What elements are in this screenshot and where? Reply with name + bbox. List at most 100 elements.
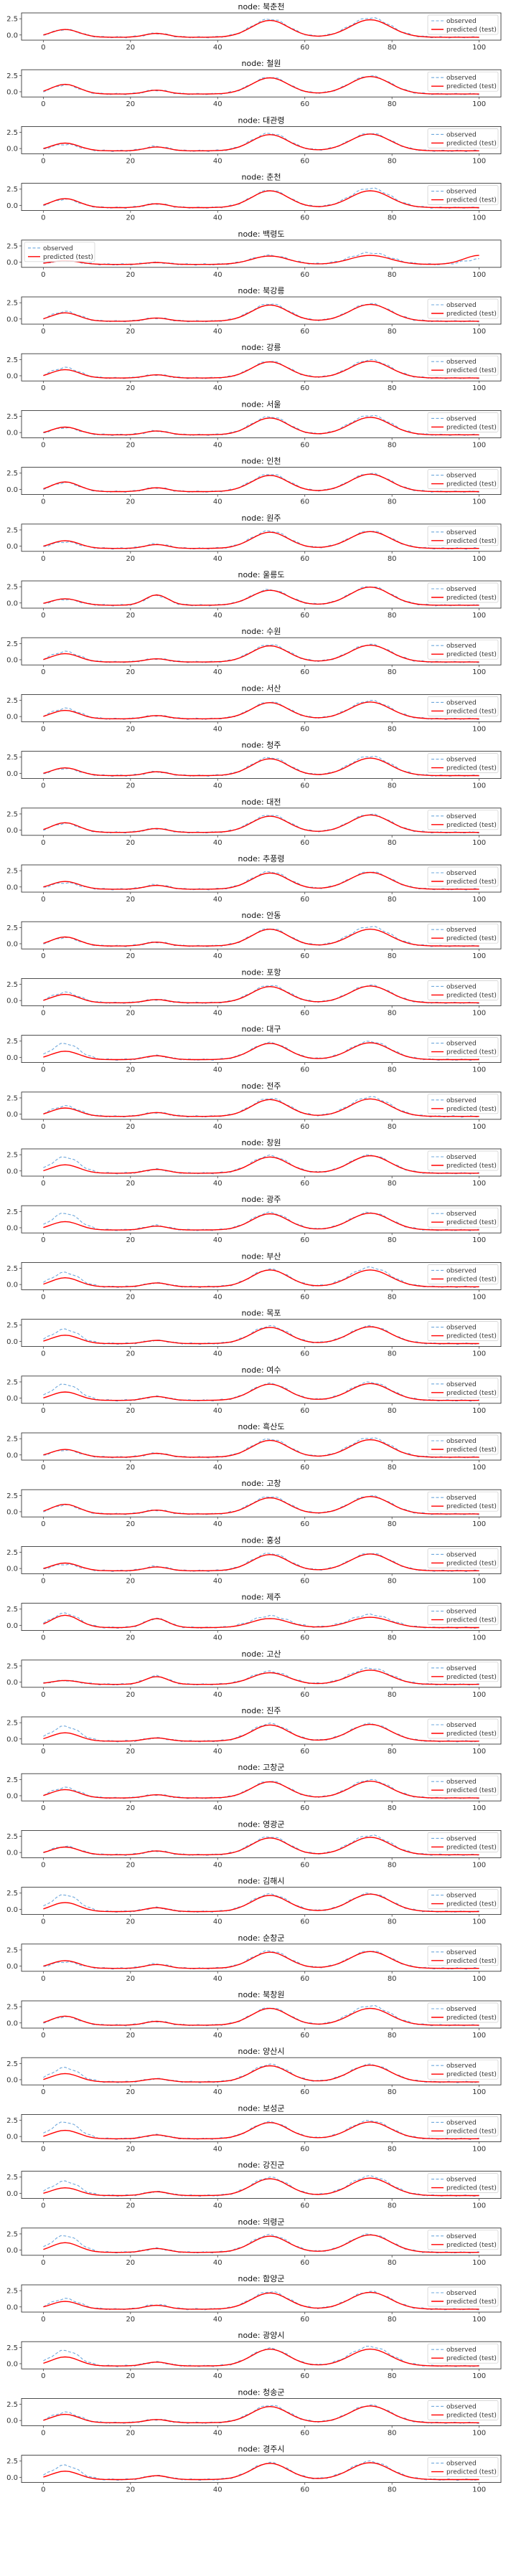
subplot-title: node: 제주 bbox=[242, 1593, 281, 1602]
axes-frame bbox=[21, 864, 502, 893]
x-tick-label: 40 bbox=[213, 1350, 222, 1358]
predicted-line bbox=[43, 360, 479, 379]
x-tick-label: 0 bbox=[41, 1634, 45, 1642]
subplot-title: node: 전주 bbox=[242, 1081, 281, 1091]
x-tick-label: 20 bbox=[126, 1918, 135, 1926]
x-tick-label: 40 bbox=[213, 44, 222, 52]
x-tick-label: 20 bbox=[126, 1520, 135, 1528]
x-tick-label: 0 bbox=[41, 1748, 45, 1756]
subplot-title: node: 안동 bbox=[242, 911, 281, 920]
axes-frame bbox=[21, 2000, 502, 2029]
axes-frame bbox=[21, 1716, 502, 1745]
legend-box bbox=[427, 696, 499, 716]
x-tick-label: 80 bbox=[388, 1464, 397, 1472]
y-tick-label: 0.0 bbox=[6, 1338, 18, 1346]
axes-frame bbox=[21, 296, 502, 325]
x-tick-label: 0 bbox=[41, 668, 45, 676]
legend-box bbox=[427, 1378, 499, 1398]
axes-frame bbox=[21, 126, 502, 154]
legend-predicted-label: predicted (test) bbox=[446, 1333, 497, 1340]
legend-observed-label: observed bbox=[446, 131, 477, 138]
subplot-title: node: 철원 bbox=[242, 59, 281, 68]
x-tick-label: 60 bbox=[300, 1009, 309, 1017]
predicted-line bbox=[43, 757, 479, 777]
x-tick-label: 60 bbox=[300, 271, 309, 279]
x-tick-label: 20 bbox=[126, 214, 135, 222]
observed-line bbox=[43, 1266, 479, 1288]
x-tick-label: 0 bbox=[41, 1804, 45, 1812]
y-tick-label: 0.0 bbox=[6, 1906, 18, 1914]
x-tick-label: 60 bbox=[300, 2202, 309, 2210]
x-tick-label: 60 bbox=[300, 1464, 309, 1472]
x-tick-label: 20 bbox=[126, 2429, 135, 2437]
legend-observed-label: observed bbox=[446, 586, 477, 593]
subplot: node: 진주 0 20 40 60 80 100 0.0 2.5 observedpredic… bbox=[6, 1706, 502, 1756]
legend-predicted-label: predicted (test) bbox=[446, 1730, 497, 1738]
x-tick-label: 80 bbox=[388, 1066, 397, 1074]
y-tick-label: 2.5 bbox=[6, 1094, 18, 1102]
x-tick-label: 100 bbox=[472, 1123, 486, 1131]
observed-line bbox=[43, 2404, 479, 2424]
x-tick-label: 40 bbox=[213, 1975, 222, 1983]
legend-box bbox=[427, 185, 499, 205]
x-tick-label: 80 bbox=[388, 555, 397, 563]
x-tick-label: 80 bbox=[388, 2088, 397, 2096]
y-tick-label: 0.0 bbox=[6, 88, 18, 96]
legend-observed-label: observed bbox=[446, 2233, 477, 2240]
legend-predicted-label: predicted (test) bbox=[446, 1162, 497, 1170]
y-tick-label: 2.5 bbox=[6, 1833, 18, 1841]
x-tick-label: 60 bbox=[300, 441, 309, 449]
y-tick-label: 2.5 bbox=[6, 1378, 18, 1386]
axes-frame bbox=[21, 1432, 502, 1461]
subplot-title: node: 양산시 bbox=[238, 2047, 284, 2056]
observed-line bbox=[43, 1779, 479, 1799]
subplot-title: node: 보성군 bbox=[238, 2103, 284, 2113]
x-tick-label: 80 bbox=[388, 1861, 397, 1869]
y-tick-label: 2.5 bbox=[6, 697, 18, 705]
subplot: node: 여수 0 20 40 60 80 100 0.0 2.5 observed predic… bbox=[6, 1365, 502, 1415]
x-tick-label: 0 bbox=[41, 2032, 45, 2040]
subplot-title: node: 백령도 bbox=[238, 229, 284, 239]
x-tick-label: 100 bbox=[472, 612, 486, 620]
observed-line bbox=[43, 1041, 479, 1061]
x-tick-label: 40 bbox=[213, 1634, 222, 1642]
x-tick-label: 0 bbox=[41, 2202, 45, 2210]
y-tick-label: 2.5 bbox=[6, 1152, 18, 1160]
x-tick-label: 40 bbox=[213, 782, 222, 790]
y-tick-label: 0.0 bbox=[6, 1736, 18, 1743]
x-tick-label: 60 bbox=[300, 1520, 309, 1528]
legend-observed-label: observed bbox=[446, 529, 477, 536]
axes-frame bbox=[21, 808, 502, 836]
x-tick-label: 100 bbox=[472, 2145, 486, 2153]
observed-line bbox=[43, 2346, 479, 2367]
x-tick-label: 60 bbox=[300, 2088, 309, 2096]
axes-frame bbox=[21, 1829, 502, 1858]
x-tick-label: 60 bbox=[300, 555, 309, 563]
subplot-title: node: 순창군 bbox=[238, 1933, 284, 1943]
legend-observed-label: observed bbox=[446, 2290, 477, 2297]
subplot-title: node: 창원 bbox=[242, 1138, 281, 1147]
y-tick-label: 0.0 bbox=[6, 884, 18, 891]
y-tick-label: 2.5 bbox=[6, 2458, 18, 2466]
axes-frame bbox=[21, 1148, 502, 1177]
x-tick-label: 0 bbox=[41, 441, 45, 449]
x-tick-label: 100 bbox=[472, 2032, 486, 2040]
x-tick-label: 80 bbox=[388, 384, 397, 392]
subplot-title: node: 영광군 bbox=[238, 1819, 284, 1829]
predicted-line bbox=[43, 1614, 479, 1629]
predicted-line bbox=[43, 303, 479, 322]
y-tick-label: 0.0 bbox=[6, 2190, 18, 2198]
legend-observed-label: observed bbox=[446, 1551, 477, 1558]
y-tick-label: 2.5 bbox=[6, 1946, 18, 1954]
subplot-title: node: 광양시 bbox=[238, 2331, 284, 2340]
predicted-line bbox=[43, 75, 479, 95]
y-tick-label: 2.5 bbox=[6, 1606, 18, 1614]
x-tick-label: 20 bbox=[126, 1236, 135, 1244]
axes-frame bbox=[21, 12, 502, 41]
x-tick-label: 80 bbox=[388, 1634, 397, 1642]
x-tick-label: 40 bbox=[213, 1464, 222, 1472]
axes-frame bbox=[21, 2057, 502, 2085]
